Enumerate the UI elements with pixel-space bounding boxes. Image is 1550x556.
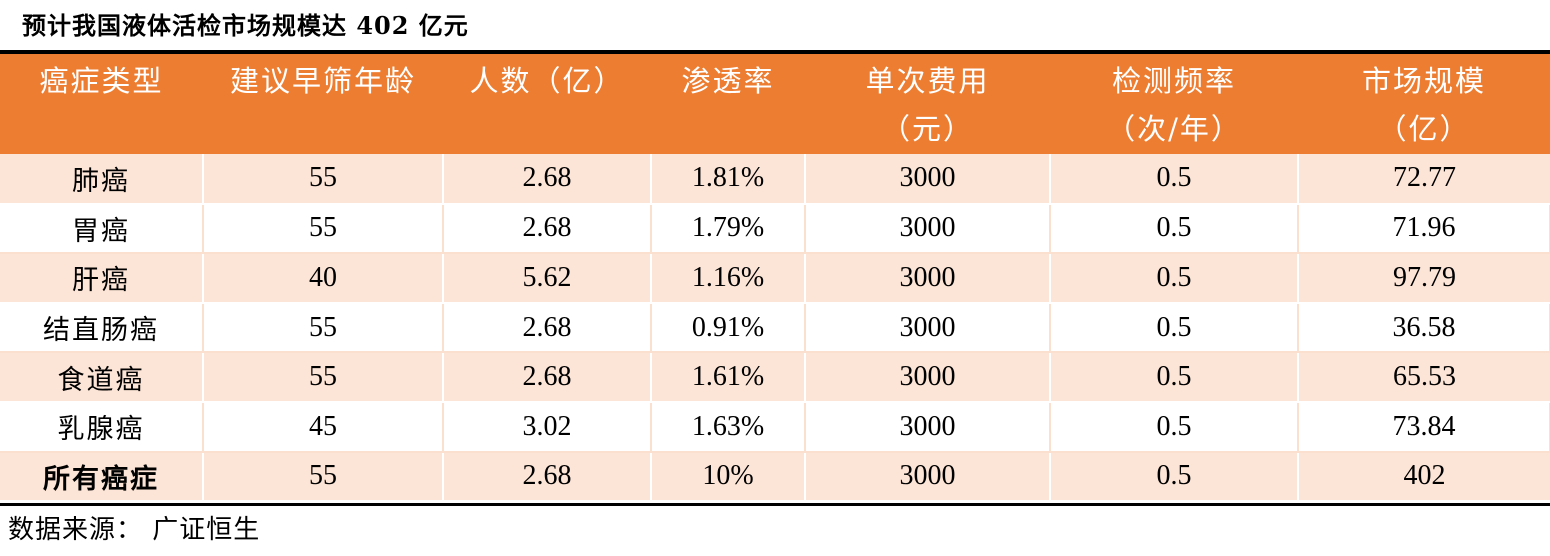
cell-penetration: 0.91% <box>651 302 806 354</box>
table-body: 肺癌 55 2.68 1.81% 3000 0.5 72.77 胃癌 55 2.… <box>0 154 1550 503</box>
cell-market-size: 71.96 <box>1298 203 1550 255</box>
cell-unit-cost: 3000 <box>805 302 1051 354</box>
cell-population: 2.68 <box>443 302 652 354</box>
cell-cancer-type: 乳腺癌 <box>0 401 204 453</box>
cell-penetration: 10% <box>651 451 806 503</box>
table-row: 胃癌 55 2.68 1.79% 3000 0.5 71.96 <box>0 203 1550 255</box>
cell-frequency: 0.5 <box>1050 401 1299 453</box>
cell-market-size: 402 <box>1298 451 1550 503</box>
data-source-note: 数据来源： 广证恒生 <box>8 515 261 545</box>
table-row: 乳腺癌 45 3.02 1.63% 3000 0.5 73.84 <box>0 401 1550 453</box>
cell-frequency: 0.5 <box>1050 302 1299 354</box>
cell-unit-cost: 3000 <box>805 203 1051 255</box>
header-cancer-type: 癌症类型 <box>0 54 203 154</box>
cell-unit-cost: 3000 <box>805 253 1051 304</box>
cell-cancer-type: 肺癌 <box>0 154 204 205</box>
cell-screening-age: 55 <box>203 352 444 403</box>
cell-population: 5.62 <box>443 253 652 304</box>
top-rule <box>0 50 1550 54</box>
table-row-total: 所有癌症 55 2.68 10% 3000 0.5 402 <box>0 451 1550 503</box>
cell-screening-age: 40 <box>203 253 444 304</box>
header-row: 癌症类型 建议早筛年龄 人数（亿） 渗透率 单次费用 （元） 检测频率 （次/年） … <box>0 54 1550 154</box>
cell-unit-cost: 3000 <box>805 154 1051 205</box>
cell-cancer-type: 所有癌症 <box>0 451 204 503</box>
table-row: 肝癌 40 5.62 1.16% 3000 0.5 97.79 <box>0 253 1550 304</box>
cell-cancer-type: 肝癌 <box>0 253 204 304</box>
market-size-table: 癌症类型 建议早筛年龄 人数（亿） 渗透率 单次费用 （元） 检测频率 （次/年） … <box>0 54 1550 503</box>
cell-population: 2.68 <box>443 154 652 205</box>
cell-frequency: 0.5 <box>1050 253 1299 304</box>
cell-screening-age: 55 <box>203 154 444 205</box>
table-title: 预计我国液体活检市场规模达 402 亿元 <box>22 11 469 40</box>
cell-screening-age: 55 <box>203 302 444 354</box>
header-penetration: 渗透率 <box>651 54 805 154</box>
header-market-size: 市场规模 （亿） <box>1298 54 1550 154</box>
cell-penetration: 1.63% <box>651 401 806 453</box>
cell-market-size: 65.53 <box>1298 352 1550 403</box>
market-size-table-container: 癌症类型 建议早筛年龄 人数（亿） 渗透率 单次费用 （元） 检测频率 （次/年） … <box>0 54 1550 503</box>
cell-screening-age: 45 <box>203 401 444 453</box>
cell-frequency: 0.5 <box>1050 203 1299 255</box>
header-population: 人数（亿） <box>443 54 651 154</box>
cell-penetration: 1.79% <box>651 203 806 255</box>
cell-frequency: 0.5 <box>1050 154 1299 205</box>
table-row: 食道癌 55 2.68 1.61% 3000 0.5 65.53 <box>0 352 1550 403</box>
table-row: 结直肠癌 55 2.68 0.91% 3000 0.5 36.58 <box>0 302 1550 354</box>
header-unit-cost: 单次费用 （元） <box>805 54 1050 154</box>
cell-population: 2.68 <box>443 203 652 255</box>
cell-unit-cost: 3000 <box>805 401 1051 453</box>
cell-frequency: 0.5 <box>1050 352 1299 403</box>
cell-penetration: 1.16% <box>651 253 806 304</box>
cell-population: 2.68 <box>443 352 652 403</box>
cell-cancer-type: 食道癌 <box>0 352 204 403</box>
cell-cancer-type: 结直肠癌 <box>0 302 204 354</box>
cell-market-size: 36.58 <box>1298 302 1550 354</box>
header-frequency: 检测频率 （次/年） <box>1050 54 1298 154</box>
cell-market-size: 97.79 <box>1298 253 1550 304</box>
bottom-rule <box>0 503 1550 506</box>
cell-market-size: 73.84 <box>1298 401 1550 453</box>
cell-market-size: 72.77 <box>1298 154 1550 205</box>
table-header: 癌症类型 建议早筛年龄 人数（亿） 渗透率 单次费用 （元） 检测频率 （次/年） … <box>0 54 1550 154</box>
cell-penetration: 1.61% <box>651 352 806 403</box>
cell-unit-cost: 3000 <box>805 352 1051 403</box>
cell-population: 3.02 <box>443 401 652 453</box>
cell-cancer-type: 胃癌 <box>0 203 204 255</box>
header-screening-age: 建议早筛年龄 <box>203 54 443 154</box>
cell-frequency: 0.5 <box>1050 451 1299 503</box>
cell-screening-age: 55 <box>203 203 444 255</box>
cell-penetration: 1.81% <box>651 154 806 205</box>
cell-screening-age: 55 <box>203 451 444 503</box>
cell-population: 2.68 <box>443 451 652 503</box>
table-row: 肺癌 55 2.68 1.81% 3000 0.5 72.77 <box>0 154 1550 205</box>
cell-unit-cost: 3000 <box>805 451 1051 503</box>
